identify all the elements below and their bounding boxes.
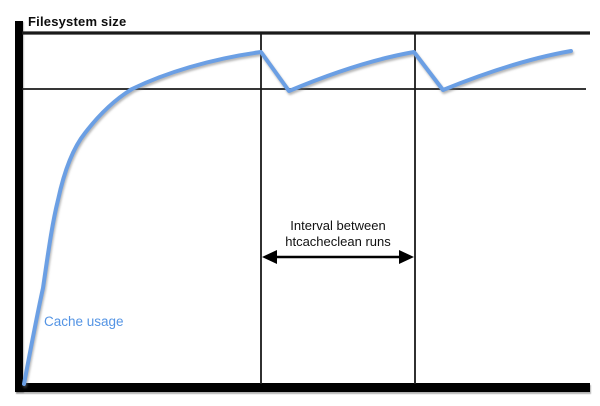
interval-arrow (262, 250, 414, 264)
interval-arrow-right-head-icon (399, 250, 414, 264)
cache-usage-curve (22, 49, 573, 386)
x-axis-bar (15, 383, 590, 392)
cache-usage-label: Cache usage (44, 314, 124, 329)
interval-arrow-left-head-icon (262, 250, 277, 264)
interval-annotation: Interval between htcacheclean runs (261, 218, 415, 250)
interval-annotation-line1: Interval between (290, 218, 386, 233)
interval-annotation-line2: htcacheclean runs (285, 234, 391, 249)
filesystem-size-label: Filesystem size (28, 14, 127, 29)
y-axis-bar (15, 21, 23, 392)
